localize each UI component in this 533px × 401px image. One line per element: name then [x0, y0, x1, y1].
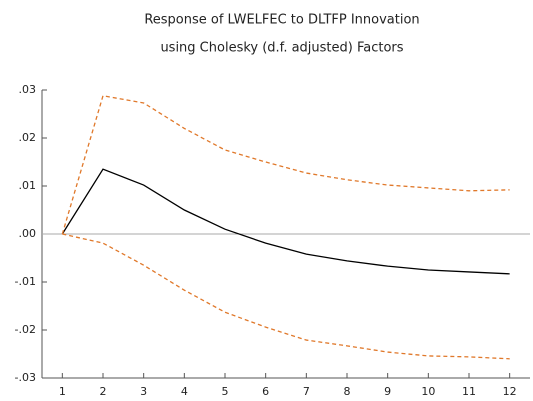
x-tick-label: 6	[262, 385, 269, 398]
y-tick-label: .02	[19, 131, 37, 144]
x-tick-label: 8	[344, 385, 351, 398]
y-tick-label: -.03	[15, 371, 36, 384]
y-tick-label: .00	[19, 227, 37, 240]
x-tick-label: 4	[181, 385, 188, 398]
x-tick-label: 11	[462, 385, 476, 398]
x-tick-label: 7	[303, 385, 310, 398]
x-tick-label: 12	[503, 385, 517, 398]
x-tick-label: 3	[140, 385, 147, 398]
y-tick-label: .01	[19, 179, 37, 192]
y-tick-label: -.01	[15, 275, 36, 288]
series-line	[62, 233, 510, 360]
chart-title: Response of LWELFEC to DLTFP Innovation	[144, 13, 419, 28]
y-tick-label: .03	[19, 83, 37, 96]
x-tick-label: 2	[100, 385, 107, 398]
x-tick-label: 5	[222, 385, 229, 398]
x-tick-label: 10	[421, 385, 435, 398]
x-tick-label: 1	[59, 385, 66, 398]
series-line	[61, 95, 510, 235]
series-line	[61, 168, 510, 275]
y-tick-label: -.02	[15, 323, 36, 336]
x-tick-label: 9	[384, 385, 391, 398]
chart-title: using Cholesky (d.f. adjusted) Factors	[160, 41, 403, 56]
